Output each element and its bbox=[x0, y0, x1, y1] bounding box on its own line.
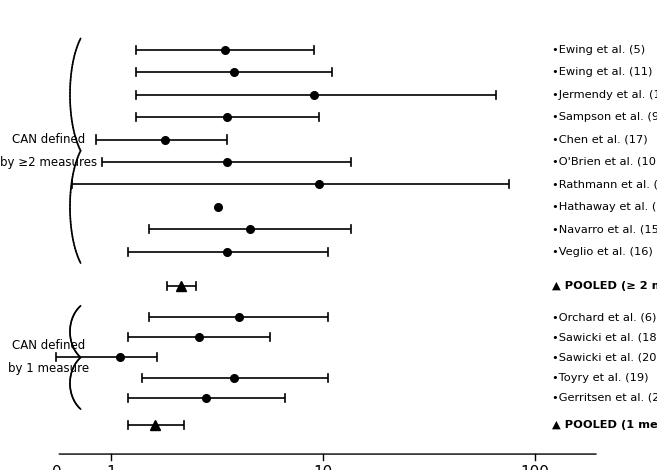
Text: •Sawicki et al. (20): •Sawicki et al. (20) bbox=[552, 352, 657, 362]
Text: •Ewing et al. (5): •Ewing et al. (5) bbox=[552, 45, 645, 55]
Text: •Rathmann et al. (13): •Rathmann et al. (13) bbox=[552, 180, 657, 189]
Text: 10: 10 bbox=[313, 465, 333, 470]
Text: •Veglio et al. (16): •Veglio et al. (16) bbox=[552, 247, 652, 257]
Text: by 1 measure: by 1 measure bbox=[8, 362, 89, 376]
Text: CAN defined: CAN defined bbox=[12, 339, 85, 352]
Text: •Sawicki et al. (18): •Sawicki et al. (18) bbox=[552, 332, 657, 342]
Text: by ≥2 measures: by ≥2 measures bbox=[0, 156, 97, 169]
Text: 1: 1 bbox=[106, 465, 116, 470]
Text: ▲ POOLED (1 measure): ▲ POOLED (1 measure) bbox=[552, 420, 657, 430]
Text: CAN defined: CAN defined bbox=[12, 133, 85, 146]
Text: •Hathaway et al. (14): •Hathaway et al. (14) bbox=[552, 202, 657, 212]
Text: 100: 100 bbox=[521, 465, 550, 470]
Text: •Jermendy et al. (12): •Jermendy et al. (12) bbox=[552, 90, 657, 100]
Text: •Ewing et al. (11): •Ewing et al. (11) bbox=[552, 67, 652, 77]
Text: ▲ POOLED (≥ 2 measures): ▲ POOLED (≥ 2 measures) bbox=[552, 281, 657, 290]
Text: •Navarro et al. (15): •Navarro et al. (15) bbox=[552, 224, 657, 235]
Text: •O'Brien et al. (10): •O'Brien et al. (10) bbox=[552, 157, 657, 167]
Text: 0: 0 bbox=[52, 465, 61, 470]
Text: •Toyry et al. (19): •Toyry et al. (19) bbox=[552, 373, 648, 383]
Text: •Sampson et al. (9): •Sampson et al. (9) bbox=[552, 112, 657, 122]
Text: •Chen et al. (17): •Chen et al. (17) bbox=[552, 134, 648, 144]
Text: •Orchard et al. (6): •Orchard et al. (6) bbox=[552, 312, 656, 322]
Text: •Gerritsen et al. (21): •Gerritsen et al. (21) bbox=[552, 393, 657, 403]
